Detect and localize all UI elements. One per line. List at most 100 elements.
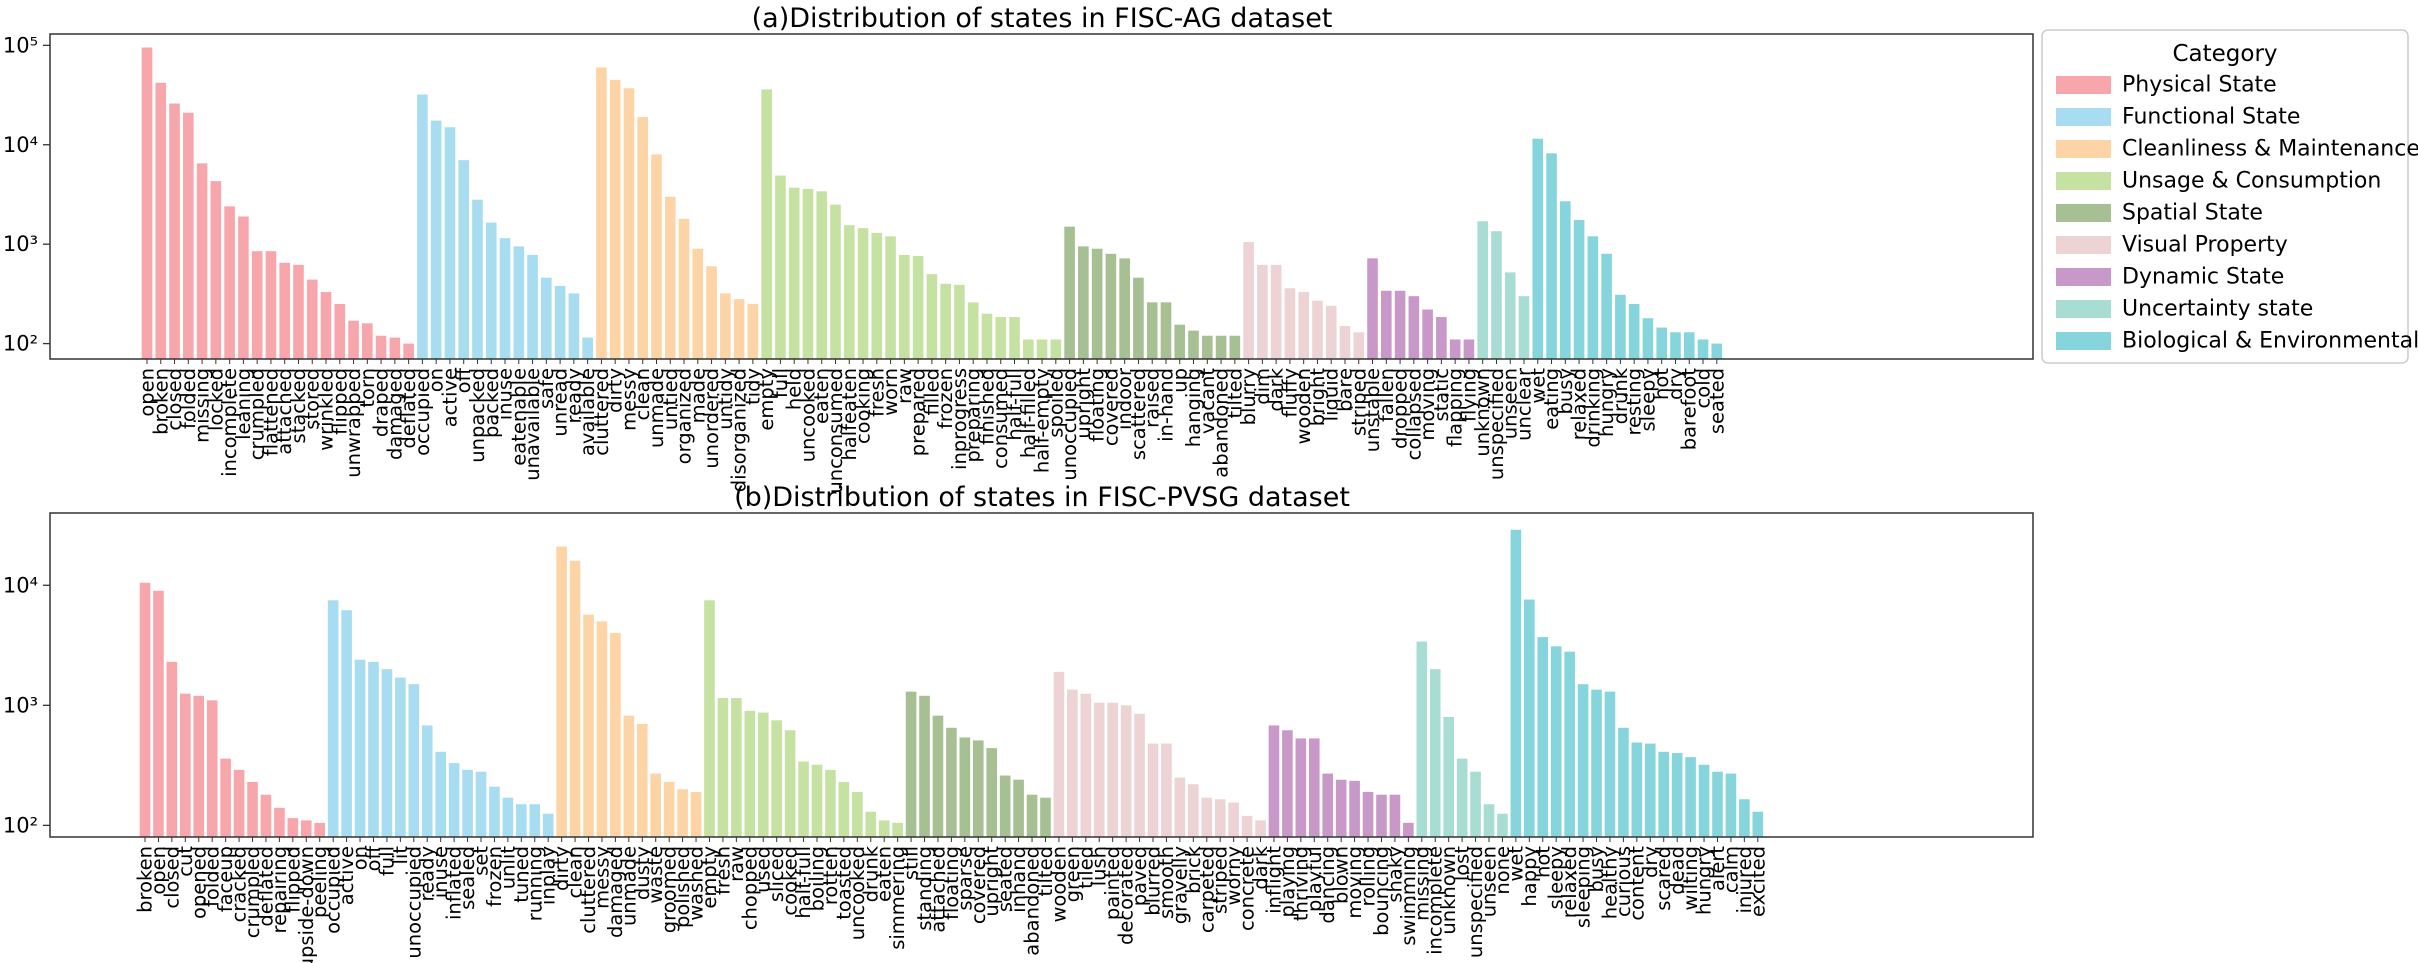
x-tick-label: chopped bbox=[738, 846, 761, 930]
bar-wooden bbox=[1298, 292, 1309, 359]
x-tick-label: striped bbox=[1209, 846, 1232, 914]
bar-unconsumed bbox=[830, 204, 841, 359]
x-tick-label: wet bbox=[1504, 846, 1527, 882]
bar-half-full bbox=[1009, 317, 1020, 359]
y-tick-label: 10² bbox=[3, 813, 38, 837]
bar-missing bbox=[1416, 641, 1428, 837]
bar-unknown bbox=[1477, 221, 1488, 359]
bar-flying bbox=[1463, 339, 1475, 359]
x-tick-label: hungry bbox=[1595, 368, 1618, 437]
bar-shaky bbox=[1389, 794, 1401, 837]
bar-clean bbox=[569, 560, 581, 837]
x-tick-label: relaxed bbox=[1568, 368, 1591, 440]
x-tick-label: unordered bbox=[700, 368, 723, 469]
legend-label: Unsage & Consumption bbox=[2122, 169, 2381, 194]
bar-seated bbox=[1711, 343, 1723, 359]
bar-rolling bbox=[1362, 791, 1374, 837]
x-tick-label: stored bbox=[301, 368, 324, 430]
bar-worn bbox=[885, 236, 896, 359]
bar-unspecified bbox=[1491, 231, 1502, 359]
x-tick-label: dark bbox=[1249, 845, 1272, 889]
bar-abandoned bbox=[1026, 794, 1038, 837]
x-tick-label: clean bbox=[564, 846, 587, 898]
bar-unseen bbox=[1483, 804, 1495, 837]
x-tick-label: scattered bbox=[1127, 368, 1150, 460]
x-tick-label: injured bbox=[1733, 846, 1756, 914]
x-tick-label: unwrapped bbox=[342, 368, 365, 478]
x-tick-label: sleeping bbox=[1572, 846, 1595, 928]
x-tick-label: dry bbox=[1639, 846, 1662, 878]
x-tick-label: on bbox=[425, 368, 448, 392]
x-tick-label: rotten bbox=[819, 846, 842, 905]
x-tick-label: collapsed bbox=[1402, 368, 1425, 460]
bar-drinking bbox=[1587, 236, 1599, 359]
bar-folded bbox=[183, 112, 194, 359]
bar-wet bbox=[1532, 138, 1544, 359]
x-tick-label: flapping bbox=[1444, 368, 1467, 447]
x-tick-label: tilted bbox=[1223, 368, 1246, 419]
x-tick-label: inprogress bbox=[948, 368, 971, 470]
bar-rotten bbox=[825, 769, 836, 837]
bar-disorganized bbox=[733, 299, 745, 359]
x-tick-label: flattened bbox=[259, 368, 282, 456]
x-tick-label: barefoot bbox=[1678, 368, 1701, 451]
bar-full bbox=[381, 669, 393, 837]
bar-scared bbox=[1658, 751, 1670, 837]
bar-flipped bbox=[334, 304, 346, 359]
bar-scattered bbox=[1133, 277, 1144, 359]
x-tick-label: toasted bbox=[832, 846, 855, 920]
bar-raw bbox=[731, 698, 742, 837]
bar-finished bbox=[981, 313, 993, 359]
bar-flipped bbox=[287, 818, 299, 837]
x-tick-label: off bbox=[452, 367, 475, 393]
x-tick-label: messy bbox=[590, 846, 613, 909]
bar-messy bbox=[623, 88, 635, 359]
x-tick-label: unknown bbox=[1437, 846, 1460, 935]
legend-swatch bbox=[2056, 140, 2111, 158]
x-tick-label: untied bbox=[659, 368, 682, 430]
bar-still bbox=[905, 691, 917, 837]
panel-b-x-axis: brokenopenclosedcutopenedfoldedfaceupcra… bbox=[134, 837, 1769, 963]
x-tick-label: smooth bbox=[1155, 846, 1178, 919]
bar-paved bbox=[1134, 713, 1145, 837]
x-tick-label: green bbox=[1061, 846, 1084, 902]
x-tick-label: broken bbox=[134, 846, 157, 913]
x-tick-label: packed bbox=[480, 368, 503, 438]
x-tick-label: hanging bbox=[1182, 368, 1205, 447]
legend-swatch bbox=[2056, 332, 2111, 350]
bar-active bbox=[341, 610, 352, 837]
panel-a-frame bbox=[49, 33, 2034, 360]
x-tick-label: deflated bbox=[397, 368, 420, 449]
legend-label: Cleanliness & Maintenance bbox=[2122, 137, 2418, 162]
bar-happy bbox=[1524, 599, 1535, 837]
x-tick-label: dim bbox=[1251, 368, 1274, 405]
bar-floating bbox=[946, 727, 957, 837]
x-tick-label: floating bbox=[1086, 368, 1109, 442]
bar-abandoned bbox=[1215, 335, 1227, 359]
x-tick-label: bouncing bbox=[1370, 846, 1393, 936]
panel-b-frame bbox=[49, 512, 2034, 838]
bar-resting bbox=[1628, 304, 1640, 359]
bar-wooden bbox=[1053, 671, 1065, 837]
x-tick-label: dark bbox=[1265, 367, 1288, 411]
bar-excited bbox=[1752, 811, 1764, 837]
bar-empty bbox=[704, 600, 715, 837]
legend: Category Physical State Functional State C… bbox=[2041, 29, 2418, 364]
panel-b-bars bbox=[139, 529, 1764, 837]
x-tick-label: closed bbox=[160, 846, 183, 909]
bar-boiling bbox=[811, 764, 823, 837]
x-tick-label: in-hand bbox=[1154, 368, 1177, 442]
x-tick-label: busy bbox=[1554, 368, 1577, 414]
x-tick-label: unavailable bbox=[521, 368, 544, 481]
legend-items: Physical State Functional State Cleanlines… bbox=[2056, 73, 2418, 354]
bar-blurry bbox=[1243, 242, 1254, 359]
legend-swatch bbox=[2056, 76, 2111, 94]
x-tick-label: unstable bbox=[1361, 368, 1384, 452]
x-tick-label: wet bbox=[1526, 368, 1549, 404]
bar-ready bbox=[568, 293, 580, 359]
x-tick-label: missing bbox=[1410, 846, 1433, 921]
bar-incomplete bbox=[1429, 669, 1441, 837]
x-tick-label: folded bbox=[177, 368, 200, 429]
x-tick-label: unlit bbox=[496, 846, 519, 890]
